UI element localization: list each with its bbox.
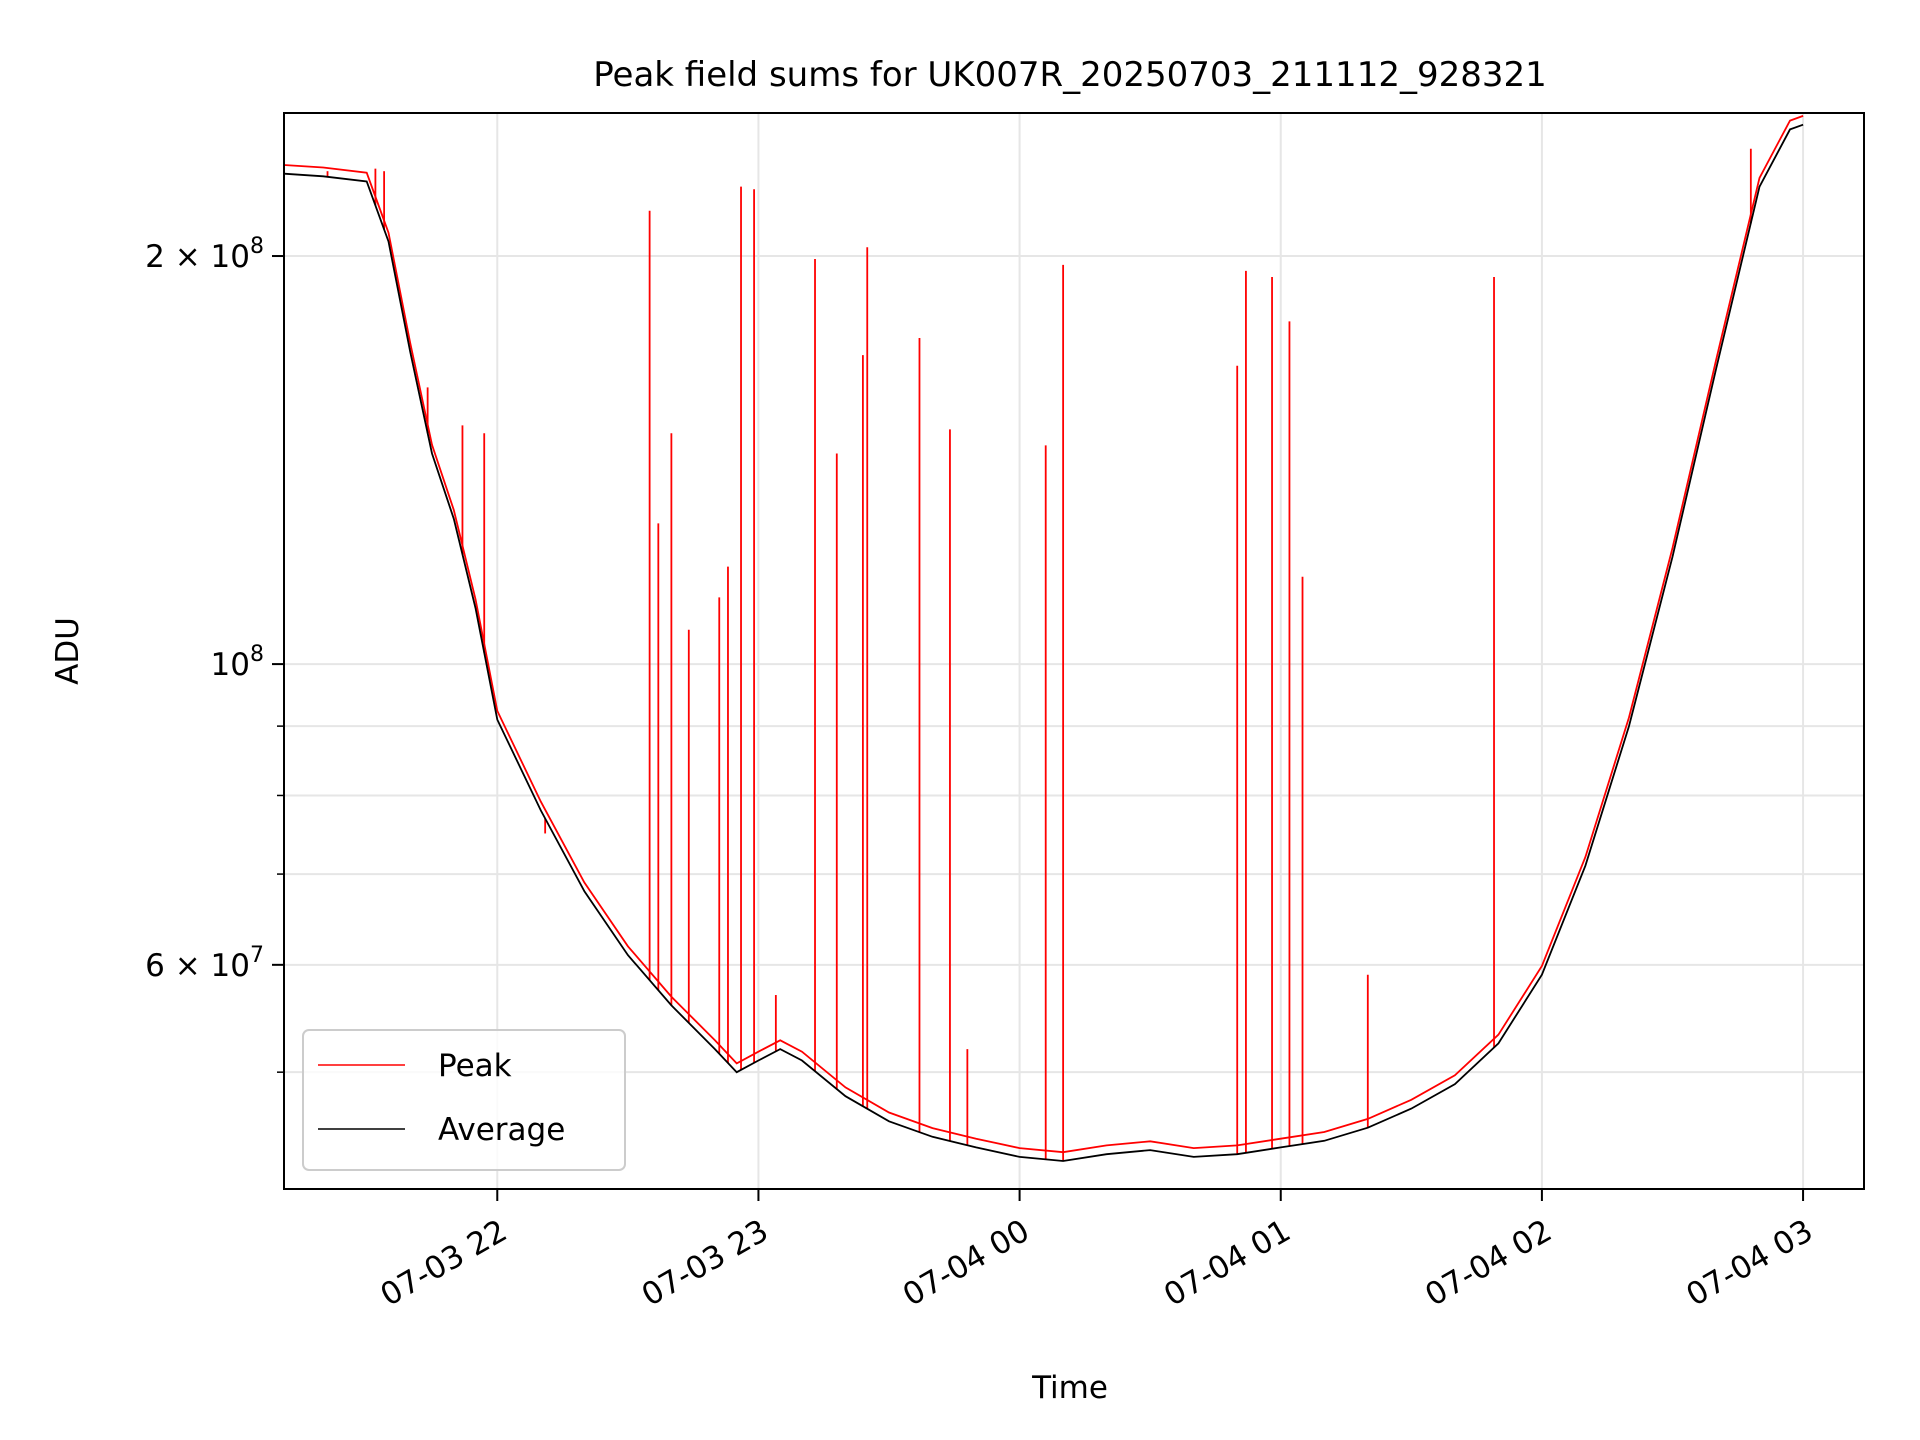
grid-lines	[284, 113, 1864, 1189]
legend-label-average: Average	[438, 1112, 565, 1148]
x-axis-label: Time	[1031, 1370, 1108, 1406]
y-axis-ticks: 108 2 × 108 6 × 107	[145, 234, 284, 1073]
average-series-line	[283, 123, 1804, 1162]
plot-series	[283, 115, 1804, 1162]
chart-title: Peak field sums for UK007R_20250703_2111…	[593, 55, 1547, 95]
y-tick-label: 108	[211, 642, 264, 683]
y-tick-label: 6 × 107	[145, 943, 264, 984]
peak-series-line	[283, 115, 1804, 1154]
y-tick-label: 2 × 108	[145, 234, 264, 275]
plot-frame	[283, 112, 1865, 1190]
y-axis-label: ADU	[50, 617, 86, 685]
legend-label-peak: Peak	[438, 1048, 512, 1084]
legend: Peak Average	[302, 1029, 626, 1171]
